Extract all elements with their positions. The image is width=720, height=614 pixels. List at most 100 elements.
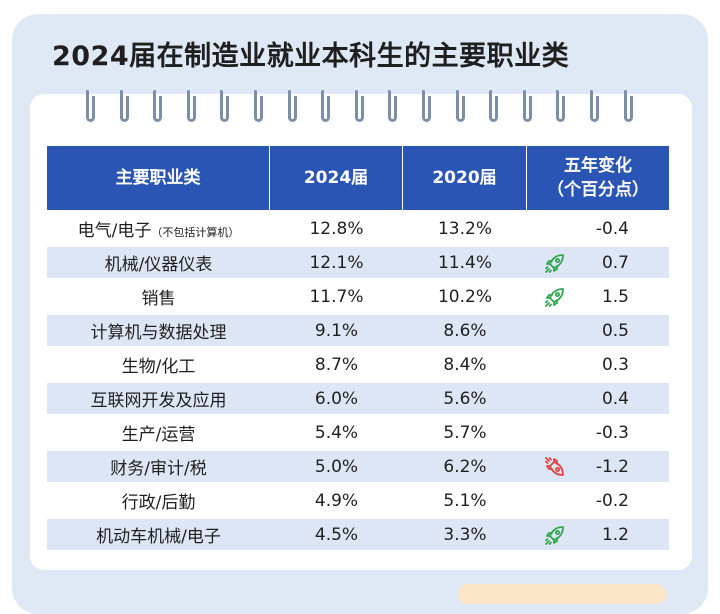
cell-occupation: 机动车机械/电子 xyxy=(47,519,270,550)
occupation-name: 计算机与数据处理 xyxy=(90,323,227,343)
cell-2020: 5.6% xyxy=(403,383,527,414)
change-value: -0.3 xyxy=(595,422,629,443)
change-value: 0.3 xyxy=(601,354,629,375)
occupation-name: 电气/电子 xyxy=(77,221,152,241)
cell-2024: 11.7% xyxy=(309,286,364,307)
binder-ring-icon xyxy=(153,90,163,122)
binder-ring-icon xyxy=(287,90,297,122)
cell-2024: 4.5% xyxy=(270,519,403,550)
rocket-up-icon xyxy=(543,523,567,547)
cell-2020: 6.2% xyxy=(403,451,527,482)
table-row: 生物/化工 8.7% 8.4% 0.3 xyxy=(47,349,669,380)
cell-change: 0.4 xyxy=(527,383,669,414)
cell-2024: 5.0% xyxy=(270,451,403,482)
occupation-name: 机械/仪器仪表 xyxy=(104,255,213,275)
cell-2024: 12.8% xyxy=(309,218,364,239)
binder-ring-icon xyxy=(254,90,263,122)
binder-ring-icon xyxy=(220,90,230,122)
occupation-name: 财务/审计/税 xyxy=(110,459,207,479)
cell-change: 0.3 xyxy=(527,349,669,380)
occupation-name: 机动车机械/电子 xyxy=(96,527,221,547)
binder-ring-icon xyxy=(455,90,465,122)
occupation-name: 生产/运营 xyxy=(121,425,196,445)
cell-occupation: 财务/审计/税 xyxy=(47,451,270,482)
cell-2020: 5.1% xyxy=(443,490,487,511)
cell-2020: 3.3% xyxy=(403,519,527,550)
cell-occupation: 行政/后勤 xyxy=(47,485,270,516)
cell-2024: 9.1% xyxy=(270,315,403,346)
binder-ring-icon xyxy=(590,90,599,122)
change-value: 0.7 xyxy=(601,252,629,273)
binder-ring-icon xyxy=(86,90,95,122)
occupation-note: （不包括计算机） xyxy=(151,226,240,239)
cell-2020: 8.4% xyxy=(443,354,487,375)
table-row: 计算机与数据处理 9.1% 8.6% 0.5 xyxy=(47,315,669,346)
rocket-up-icon xyxy=(543,285,567,309)
cell-occupation: 计算机与数据处理 xyxy=(47,315,270,346)
binder-ring-icon xyxy=(556,90,566,122)
cell-2024: 8.7% xyxy=(314,354,359,375)
cell-change: 0.7 xyxy=(527,247,669,278)
rocket-up-icon xyxy=(543,251,567,275)
binder-ring-icon xyxy=(489,90,499,122)
binder-ring-icon xyxy=(321,90,331,122)
table-row: 财务/审计/税 5.0% 6.2% -1.2 xyxy=(47,451,669,482)
cell-2020: 11.4% xyxy=(403,247,527,278)
cell-2020: 10.2% xyxy=(437,286,492,307)
cell-occupation: 电气/电子（不包括计算机） xyxy=(47,213,270,244)
binder-ring-icon xyxy=(623,90,633,122)
header-change: 五年变化 （个百分点） xyxy=(527,146,669,210)
occupation-name: 销售 xyxy=(141,289,176,309)
binder-ring-icon xyxy=(422,90,431,122)
occupation-name: 生物/化工 xyxy=(121,357,196,377)
cell-2024: 12.1% xyxy=(270,247,403,278)
table-header-row: 主要职业类 2024届 2020届 五年变化 （个百分点） xyxy=(47,146,669,210)
cell-occupation: 互联网开发及应用 xyxy=(47,383,270,414)
cell-change: -1.2 xyxy=(527,451,669,482)
change-value: 0.4 xyxy=(601,388,629,409)
cell-occupation: 生产/运营 xyxy=(47,417,270,448)
header-2024: 2024届 xyxy=(270,146,403,210)
cell-2020: 5.7% xyxy=(443,422,487,443)
change-value: 0.5 xyxy=(601,320,629,341)
change-value: -0.2 xyxy=(595,490,629,511)
binder-rings xyxy=(30,90,692,130)
table-row: 销售 11.7% 10.2% 1.5 xyxy=(47,281,669,312)
cell-2024: 5.4% xyxy=(314,422,359,443)
binder-ring-icon xyxy=(119,90,129,122)
header-occupation: 主要职业类 xyxy=(47,146,270,210)
page-title: 2024届在制造业就业本科生的主要职业类 xyxy=(52,41,570,72)
change-value: 1.5 xyxy=(601,286,629,307)
table-row: 机械/仪器仪表 12.1% 11.4% 0.7 xyxy=(47,247,669,278)
occupation-name: 互联网开发及应用 xyxy=(90,391,227,411)
header-change-line1: 五年变化 xyxy=(564,156,632,176)
cell-occupation: 机械/仪器仪表 xyxy=(47,247,270,278)
cell-change: 1.5 xyxy=(527,281,669,312)
cell-2024: 4.9% xyxy=(314,490,359,511)
change-value: -0.4 xyxy=(595,218,629,239)
header-2020: 2020届 xyxy=(403,146,527,210)
header-change-line2: （个百分点） xyxy=(547,180,649,200)
cell-change: -0.4 xyxy=(527,213,669,244)
cell-2020: 8.6% xyxy=(403,315,527,346)
table-row: 互联网开发及应用 6.0% 5.6% 0.4 xyxy=(47,383,669,414)
table-row: 生产/运营 5.4% 5.7% -0.3 xyxy=(47,417,669,448)
change-value: 1.2 xyxy=(601,524,629,545)
table-row: 行政/后勤 4.9% 5.1% -0.2 xyxy=(47,485,669,516)
cell-2020: 13.2% xyxy=(437,218,492,239)
cell-2024: 6.0% xyxy=(270,383,403,414)
cell-change: -0.3 xyxy=(527,417,669,448)
binder-ring-icon xyxy=(522,90,532,122)
cell-change: -0.2 xyxy=(527,485,669,516)
bottom-tab-decoration xyxy=(458,584,666,604)
cell-occupation: 销售 xyxy=(47,281,270,312)
occupation-table: 主要职业类 2024届 2020届 五年变化 （个百分点） 电气/电子（不包括计… xyxy=(47,143,669,553)
binder-ring-icon xyxy=(354,90,364,122)
occupation-name: 行政/后勤 xyxy=(121,493,196,513)
table-row: 机动车机械/电子 4.5% 3.3% 1.2 xyxy=(47,519,669,550)
cell-change: 0.5 xyxy=(527,315,669,346)
binder-ring-icon xyxy=(388,90,398,122)
cell-occupation: 生物/化工 xyxy=(47,349,270,380)
change-value: -1.2 xyxy=(595,456,629,477)
binder-ring-icon xyxy=(186,90,196,122)
